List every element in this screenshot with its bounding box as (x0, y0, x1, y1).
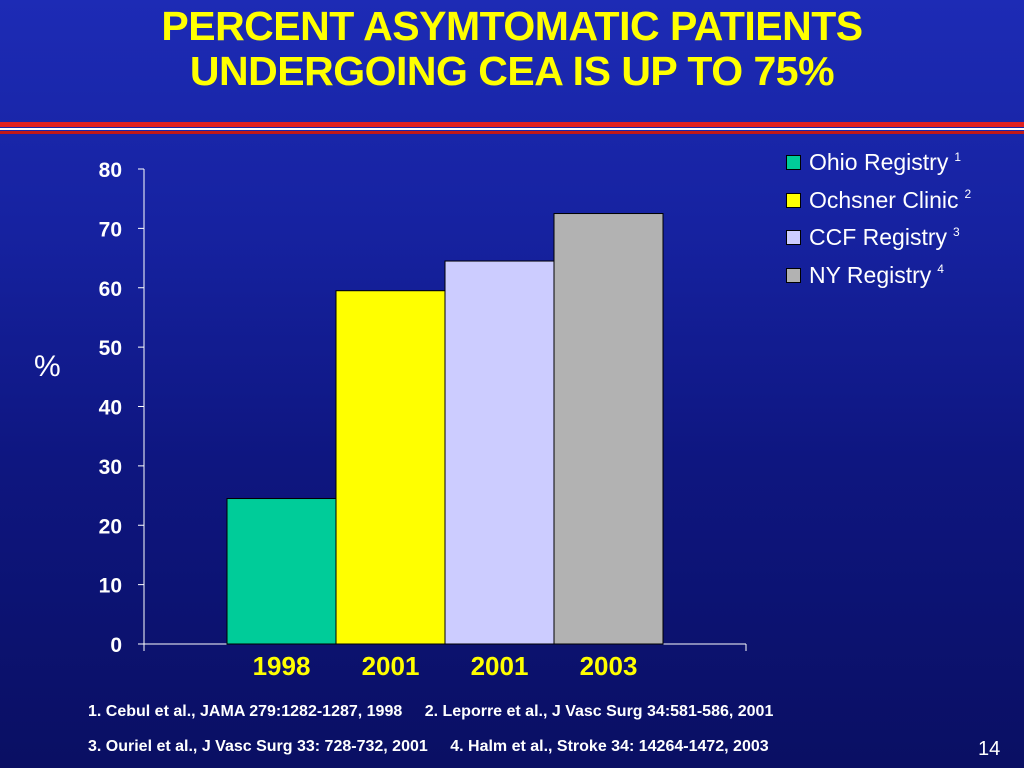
bar (335, 290, 446, 645)
y-tick-label: 20 (99, 515, 122, 538)
legend-ref-number: 1 (954, 149, 962, 164)
y-tick-label: 10 (99, 575, 122, 598)
y-tick-label: 60 (99, 278, 122, 301)
legend-label: Ochsner Clinic (809, 186, 959, 213)
slide-title: PERCENT ASYMTOMATIC PATIENTS UNDERGOING … (0, 4, 1024, 94)
legend-swatch-ny (786, 267, 801, 283)
chart-legend: Ohio Registry 1 Ochsner Clinic 2 CCF Reg… (786, 144, 971, 294)
legend-ref-number: 4 (937, 262, 944, 277)
y-tick-label: 50 (99, 337, 122, 360)
header-divider-red-lower (0, 131, 1024, 134)
y-tick-label: 0 (110, 634, 122, 657)
y-tick-label: 70 (99, 218, 122, 241)
x-tick-label: 1998 (253, 651, 311, 681)
x-tick-label: 2001 (362, 651, 420, 681)
legend-item-ohio-registry: Ohio Registry 1 (786, 144, 971, 182)
legend-ref-number: 2 (964, 187, 972, 202)
y-tick-label: 30 (99, 456, 122, 479)
bar (226, 498, 337, 645)
reference-4: 4. Halm et al., Stroke 34: 14264-1472, 2… (450, 738, 769, 755)
legend-label: CCF Registry (809, 224, 948, 251)
title-line-2: UNDERGOING CEA IS UP TO 75% (189, 48, 835, 94)
legend-swatch-ccf (786, 230, 801, 246)
header-divider-white (0, 128, 1024, 130)
reference-3: 3. Ouriel et al., J Vasc Surg 33: 728-73… (88, 738, 428, 755)
x-tick-label: 2001 (471, 651, 529, 681)
legend-label: NY Registry (809, 261, 932, 288)
references-line-2: 3. Ouriel et al., J Vasc Surg 33: 728-73… (88, 738, 769, 756)
legend-swatch-ochsner (786, 192, 801, 208)
title-line-1: PERCENT ASYMTOMATIC PATIENTS (161, 3, 863, 49)
legend-item-ny-registry: NY Registry 4 (786, 257, 971, 295)
legend-label: Ohio Registry (809, 149, 949, 176)
y-tick-label: 80 (99, 159, 122, 182)
legend-ref-number: 3 (953, 224, 960, 239)
bar (444, 260, 555, 645)
legend-item-ochsner-clinic: Ochsner Clinic 2 (786, 182, 971, 220)
y-tick-label: 40 (99, 397, 122, 420)
header-divider-red (0, 122, 1024, 127)
y-axis-label: % (34, 350, 61, 383)
reference-2: 2. Leporre et al., J Vasc Surg 34:581-58… (424, 703, 774, 720)
bar (553, 213, 664, 645)
references-line-1: 1. Cebul et al., JAMA 279:1282-1287, 199… (88, 703, 773, 721)
page-number: 14 (978, 738, 1001, 760)
reference-1: 1. Cebul et al., JAMA 279:1282-1287, 199… (88, 703, 403, 720)
x-tick-label: 2003 (580, 651, 638, 681)
legend-item-ccf-registry: CCF Registry 3 (786, 219, 971, 257)
legend-swatch-ohio (786, 155, 801, 171)
